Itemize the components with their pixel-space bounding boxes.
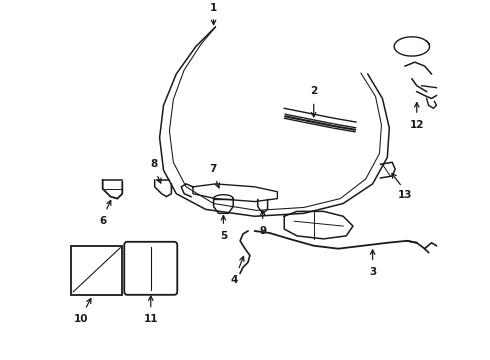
- Text: 9: 9: [259, 226, 266, 236]
- Text: 8: 8: [150, 159, 157, 169]
- Text: 7: 7: [209, 164, 216, 174]
- Text: 6: 6: [99, 216, 106, 226]
- Text: 3: 3: [369, 267, 376, 277]
- Text: 10: 10: [74, 314, 88, 324]
- Text: 12: 12: [410, 120, 424, 130]
- FancyBboxPatch shape: [124, 242, 177, 295]
- Text: 13: 13: [398, 190, 412, 200]
- FancyBboxPatch shape: [71, 246, 122, 295]
- Text: 5: 5: [220, 231, 227, 241]
- Text: 1: 1: [210, 3, 217, 13]
- Text: 4: 4: [230, 275, 238, 285]
- Text: 11: 11: [144, 314, 158, 324]
- Text: 2: 2: [310, 86, 318, 95]
